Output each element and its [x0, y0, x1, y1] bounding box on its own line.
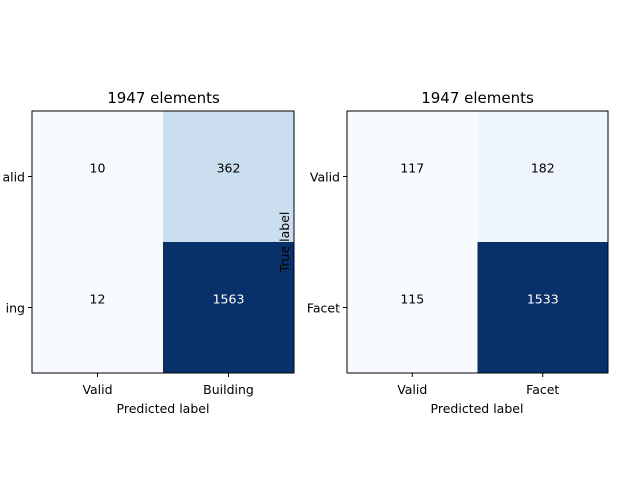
heatmap-cell — [32, 111, 163, 242]
heatmap-cell — [32, 242, 163, 373]
heatmap-cell — [347, 242, 478, 373]
cell-value-label: 115 — [400, 292, 424, 307]
confusion-matrix-left: 1947 elements 10 362 12 1563 Valid Building a… — [2, 89, 295, 416]
y-tick-label: Facet — [307, 301, 340, 316]
x-axis-label: Predicted label — [431, 401, 524, 416]
plot-frame — [346, 110, 609, 374]
heatmap-cell — [163, 111, 294, 242]
heatmap-cell — [477, 242, 608, 373]
heatmap-cell — [163, 242, 294, 373]
cell-value-label: 117 — [400, 161, 424, 176]
plot-frame — [31, 110, 295, 374]
y-tick-label: Valid — [310, 170, 340, 185]
cell-value-label: 12 — [90, 292, 106, 307]
cell-value-label: 182 — [531, 161, 555, 176]
y-axis-label: True label — [277, 212, 292, 274]
cell-value-label: 1533 — [527, 292, 559, 307]
x-tick-label: Facet — [526, 382, 559, 397]
chart-title: 1947 elements — [421, 89, 534, 107]
x-tick-label: Valid — [397, 382, 427, 397]
cell-value-label: 1563 — [213, 292, 245, 307]
confusion-matrix-right: 1947 elements 117 182 115 1533 Valid Facet Va… — [277, 89, 609, 416]
x-axis-label: Predicted label — [117, 401, 210, 416]
heatmap-cell — [477, 111, 608, 242]
x-tick-label: Building — [203, 382, 254, 397]
y-tick-label: alid — [2, 170, 25, 185]
heatmap-cell — [347, 111, 478, 242]
chart-title: 1947 elements — [107, 89, 220, 107]
cell-value-label: 362 — [217, 161, 241, 176]
y-tick-label: ing — [6, 301, 25, 316]
x-tick-label: Valid — [82, 382, 112, 397]
cell-value-label: 10 — [90, 161, 106, 176]
